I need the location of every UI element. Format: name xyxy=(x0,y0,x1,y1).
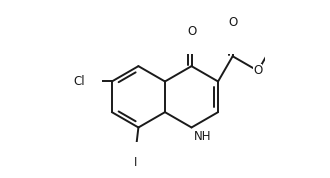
Text: NH: NH xyxy=(194,130,212,143)
Text: O: O xyxy=(253,64,262,77)
Text: I: I xyxy=(134,156,137,169)
Text: O: O xyxy=(187,25,196,38)
Text: Cl: Cl xyxy=(74,75,85,88)
Text: O: O xyxy=(228,16,237,29)
